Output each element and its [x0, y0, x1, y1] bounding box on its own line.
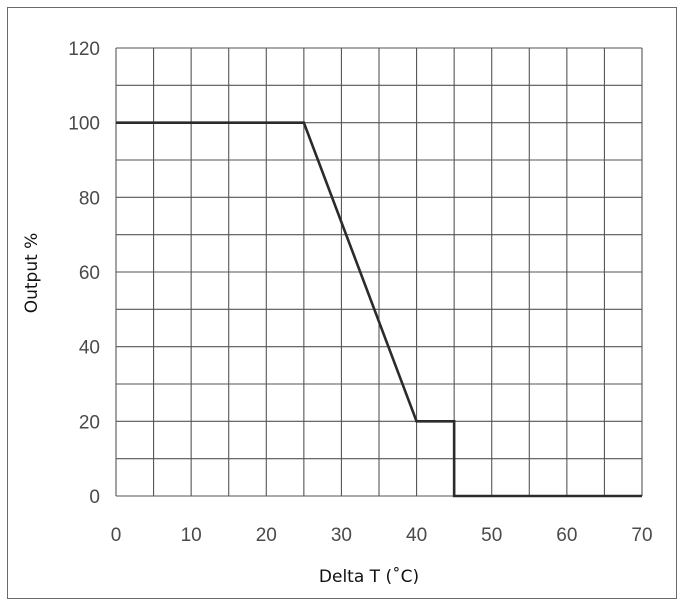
y-tick-label: 40	[79, 338, 100, 359]
x-tick-label: 70	[631, 525, 652, 546]
x-tick-label: 40	[406, 525, 427, 546]
y-tick-label: 100	[68, 114, 100, 135]
chart-frame	[7, 7, 677, 599]
y-tick-label: 0	[89, 487, 100, 508]
tick-labels: 0 10 20 30 40 50 60 70 0 20 40 60 80 100 120	[68, 39, 652, 546]
y-tick-label: 120	[68, 39, 100, 60]
x-tick-label: 50	[481, 525, 502, 546]
y-tick-label: 60	[79, 263, 100, 284]
x-tick-label: 10	[181, 525, 202, 546]
y-tick-label: 20	[79, 412, 100, 433]
y-tick-label: 80	[79, 188, 100, 209]
series-line	[116, 121, 642, 498]
x-tick-label: 30	[331, 525, 352, 546]
x-tick-label: 60	[556, 525, 577, 546]
series-group	[116, 121, 642, 498]
y-axis-label: Output %	[22, 233, 42, 314]
x-tick-label: 0	[111, 525, 122, 546]
grid	[115, 47, 643, 497]
x-tick-label: 20	[256, 525, 277, 546]
x-axis-label: Delta T (˚C)	[319, 566, 419, 587]
